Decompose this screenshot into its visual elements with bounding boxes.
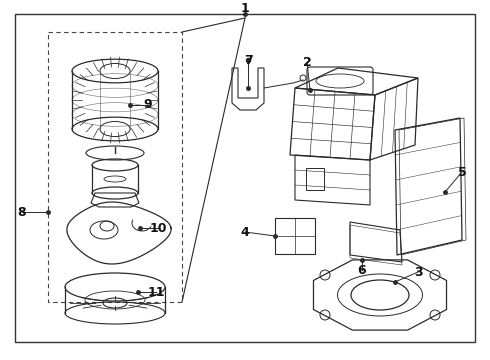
Text: 4: 4 [241,225,249,238]
Bar [275,218,315,254]
Text: 9: 9 [144,99,152,112]
Text: 3: 3 [414,266,422,279]
Text: 8: 8 [18,206,26,219]
Bar [48,32,182,302]
Bar [306,168,324,190]
Text: 11: 11 [147,285,165,298]
Text: 7: 7 [244,54,252,67]
Text: 6: 6 [358,264,367,276]
Text: 10: 10 [149,221,167,234]
Text: 2: 2 [303,55,311,68]
Text: 1: 1 [241,1,249,14]
Text: 5: 5 [458,166,466,179]
